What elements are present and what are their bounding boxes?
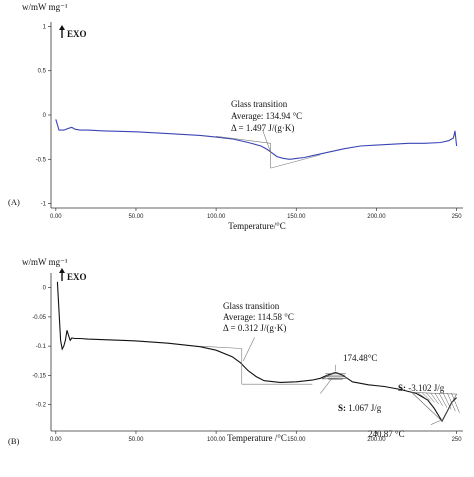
panel-a-label: (A) (8, 197, 20, 207)
panel-b-peak2-leader (430, 419, 443, 425)
panel-b-x-tick-label: 150.00 (287, 437, 306, 443)
panel-b-y-tick-label: -0.1 (36, 344, 47, 350)
panel-b-endo-peak-hatch (434, 392, 444, 406)
panel-b-baseline-guide (200, 345, 242, 349)
panel-b-endo-peak-hatch (451, 392, 460, 413)
panel-a-x-tick-label: 150.00 (287, 214, 306, 220)
panel-a-y-tick-label: 0 (43, 113, 47, 119)
panel-a-baseline2-guide (270, 154, 321, 169)
panel-b-exo-label: EXO (67, 272, 87, 282)
panel-a-y-axis-label: w/mW mg⁻¹ (22, 2, 68, 12)
panel-a-x-tick-label: 50.00 (128, 214, 144, 220)
panel-b-series-line (56, 281, 457, 423)
panel-a-y-tick-label: 0.5 (38, 69, 47, 75)
panel-a-x-tick-label: 0.00 (50, 214, 62, 220)
panel-b-leader-line (243, 337, 255, 361)
panel-a-y-tick-label: 1 (43, 24, 47, 30)
panel-a-x-tick-label: 100.00 (207, 214, 226, 220)
panel-b-y-axis-label: w/mW mg⁻¹ (22, 257, 68, 267)
panel-a-glass-transition-average: Average: 134.94 °C (231, 111, 302, 121)
panel-b-x-tick-label: 200.00 (367, 437, 386, 443)
panel-a-exo-arrowhead-icon (59, 25, 65, 30)
panel-b-peak2-label: 240.87 °C (368, 429, 405, 439)
panel-a-exo-label: EXO (67, 29, 87, 39)
panel-a-x-axis-label: Temperature/°C (228, 221, 285, 231)
panel-b-x-tick-label: 250 (452, 437, 463, 443)
panel-b-x-tick-label: 0.00 (50, 437, 62, 443)
panel-b-glass-transition-delta: Δ = 0.312 J/(g·K) (223, 323, 286, 333)
panel-b-glass-transition-title: Glass transition (223, 301, 280, 311)
panel-b-endo-peak-hatch (430, 392, 439, 405)
panel-b-s1-leader (320, 378, 332, 394)
panel-b-endo-peak-hatch (422, 392, 431, 401)
panel-b-endo-peak-hatch (417, 392, 427, 400)
panel-b-x-tick-label: 100.00 (207, 437, 226, 443)
panel-b-y-tick-label: -0.05 (32, 315, 46, 321)
panel-b-y-tick-label: -0.2 (36, 403, 47, 409)
panel-a-glass-transition-title: Glass transition (231, 99, 288, 109)
panel-b-endo-peak-hatch (438, 392, 448, 408)
panel-a-glass-transition-delta: Δ = 1.497 J/(g·K) (231, 123, 294, 133)
panel-b-endo-peak-area (410, 392, 458, 422)
panel-b-s1-label: S: 1.067 J/g (338, 403, 382, 413)
panel-a-x-tick-label: 250 (452, 214, 463, 220)
panel-b-x-axis-label: Temperature /°C (227, 433, 287, 443)
panel-b-s2-label: S: -3.102 J/g (398, 383, 445, 393)
panel-b-endo-peak-hatch (426, 392, 435, 403)
panel-a-series-line (55, 119, 458, 160)
panel-a-y-tick-label: -0.5 (36, 157, 47, 163)
panel-b-y-tick-label: -0.15 (32, 373, 46, 379)
panel-b-exo-peak-area (321, 372, 348, 380)
panel-a-y-tick-label: -1 (41, 202, 47, 208)
panel-a-x-tick-label: 200.00 (367, 214, 386, 220)
panel-b-peak-label: 174.48°C (343, 353, 377, 363)
panel-b-glass-transition-average: Average: 114.58 °C (223, 312, 294, 322)
panel-a-leader-line (262, 129, 271, 153)
panel-b-label: (B) (8, 436, 20, 446)
panel-b-endo-peak-hatch (442, 392, 452, 410)
panel-b-y-tick-label: 0 (43, 286, 47, 292)
panel-b-endo-peak-hatch (447, 392, 456, 412)
panel-b-exo-arrowhead-icon (59, 268, 65, 273)
panel-a-baseline-guide (216, 135, 271, 144)
panel-b-x-tick-label: 50.00 (128, 437, 144, 443)
